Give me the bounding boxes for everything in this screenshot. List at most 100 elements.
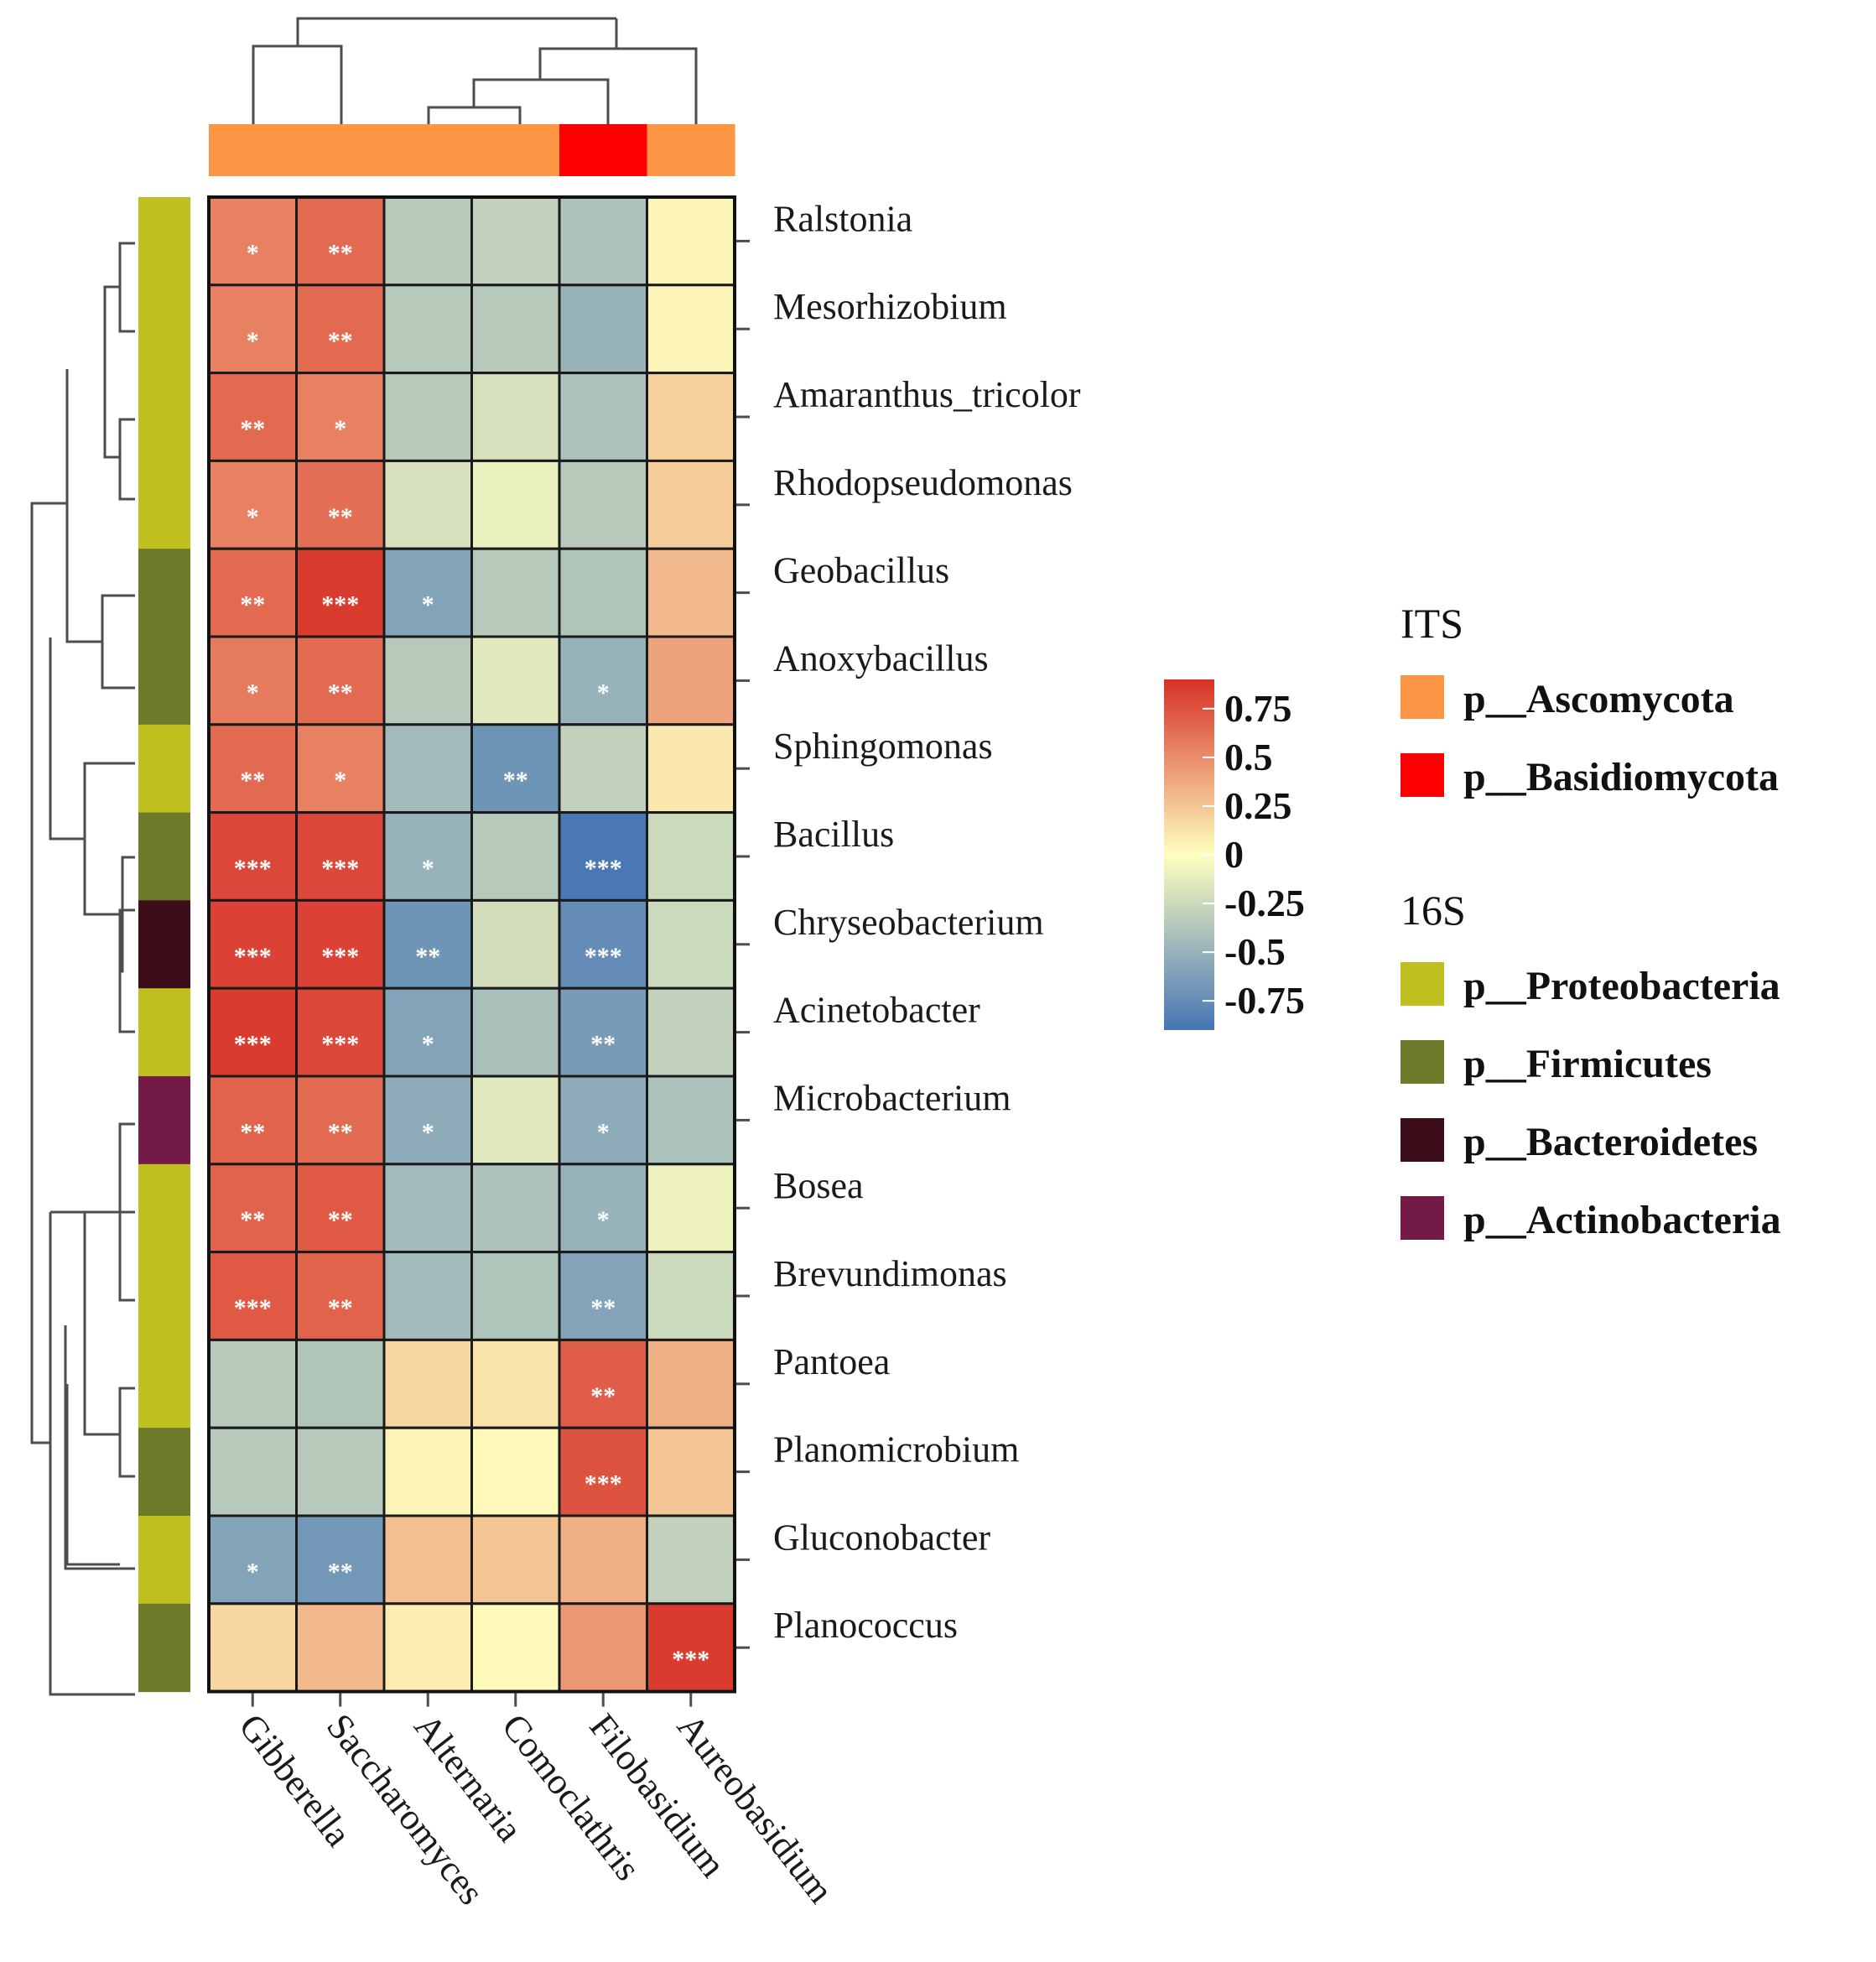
heatmap-border xyxy=(207,195,736,1694)
significance-label: ** xyxy=(590,1031,616,1059)
row-dendrogram xyxy=(30,242,135,1696)
heatmap-cell xyxy=(646,898,736,990)
legend-swatch xyxy=(1401,753,1444,797)
significance-label: * xyxy=(247,1558,259,1585)
legend-item-label: p__Ascomycota xyxy=(1463,677,1734,721)
column-phylum-cell xyxy=(471,124,560,176)
significance-label: *** xyxy=(585,943,622,971)
column-phylum-cell xyxy=(209,124,298,176)
row-phylum-cell xyxy=(138,1252,190,1340)
column-phylum-cell xyxy=(384,124,473,176)
significance-label: *** xyxy=(672,1646,709,1673)
heatmap-cell xyxy=(646,811,736,902)
significance-label: * xyxy=(247,239,259,267)
legend-swatch xyxy=(1401,1118,1444,1162)
heatmap-cell xyxy=(295,1338,386,1429)
row-label: Geobacillus xyxy=(773,550,949,591)
significance-label: ** xyxy=(415,943,440,971)
row-label: Ralstonia xyxy=(773,198,912,239)
heatmap-cell xyxy=(207,1338,298,1429)
row-label: Acinetobacter xyxy=(773,990,980,1031)
row-label: Chryseobacterium xyxy=(773,902,1044,943)
significance-label: *** xyxy=(321,943,359,971)
legend-swatch xyxy=(1401,962,1444,1006)
heatmap-cell xyxy=(646,1163,736,1254)
significance-label: * xyxy=(597,1206,610,1234)
heatmap-cell xyxy=(558,1602,648,1694)
significance-label: * xyxy=(247,503,259,531)
significance-label: ** xyxy=(590,1382,616,1410)
row-label: Planomicrobium xyxy=(773,1429,1019,1470)
heatmap-cell xyxy=(295,372,386,462)
heatmap-cell xyxy=(470,1514,561,1606)
significance-label: ** xyxy=(328,679,353,706)
significance-label: * xyxy=(334,415,346,443)
heatmap-cell xyxy=(646,372,736,462)
row-label: Pantoea xyxy=(773,1341,890,1382)
heatmap-cell xyxy=(646,284,736,375)
heatmap-cell xyxy=(382,1426,473,1517)
legend-group-title: 16S xyxy=(1401,887,1466,934)
heatmap-cell xyxy=(558,635,648,726)
row-phylum-cell xyxy=(138,637,190,726)
row-phylum-cell xyxy=(138,284,190,374)
column-phylum-cell xyxy=(296,124,385,176)
significance-label: ** xyxy=(240,1206,265,1234)
heatmap-cell xyxy=(295,459,386,550)
heatmap-cell xyxy=(382,635,473,726)
heatmap-cell xyxy=(207,1514,298,1606)
significance-label: *** xyxy=(234,943,272,971)
row-label: Bacillus xyxy=(773,814,894,855)
row-phylum-cell xyxy=(138,900,190,989)
legend-item-label: p__Firmicutes xyxy=(1463,1042,1712,1086)
color-scale-label: 0 xyxy=(1224,833,1244,876)
heatmap-cell xyxy=(646,723,736,814)
heatmap-cell xyxy=(295,547,386,638)
legend-item-label: p__Proteobacteria xyxy=(1463,964,1780,1008)
legend-item-label: p__Bacteroidetes xyxy=(1463,1120,1758,1164)
significance-label: * xyxy=(597,1118,610,1146)
heatmap-cell xyxy=(558,547,648,638)
heatmap-cell xyxy=(470,1602,561,1694)
column-phylum-cell xyxy=(647,124,735,176)
heatmap-cell xyxy=(382,986,473,1078)
color-scale-label: -0.25 xyxy=(1224,882,1305,924)
row-phylum-cell xyxy=(138,1603,190,1693)
heatmap-cell xyxy=(382,723,473,814)
significance-label: * xyxy=(422,1118,434,1146)
significance-label: ** xyxy=(328,503,353,531)
legend-swatch xyxy=(1401,1040,1444,1084)
heatmap-cell xyxy=(470,723,561,814)
heatmap-cell xyxy=(207,1251,298,1341)
significance-label: *** xyxy=(585,855,622,882)
heatmap-cell xyxy=(470,986,561,1078)
heatmap-cell xyxy=(382,1514,473,1606)
heatmap-cell xyxy=(470,1075,561,1166)
heatmap-cell xyxy=(470,811,561,902)
heatmap-cell xyxy=(295,1426,386,1517)
row-label: Gluconobacter xyxy=(773,1517,990,1558)
row-phylum-cell xyxy=(138,197,190,286)
row-phylum-cell xyxy=(138,988,190,1077)
heatmap-cell xyxy=(646,1426,736,1517)
heatmap-cell xyxy=(295,811,386,902)
heatmap-cell xyxy=(646,1338,736,1429)
heatmap-cell xyxy=(470,1338,561,1429)
significance-label: * xyxy=(422,855,434,882)
row-phylum-cell xyxy=(138,461,190,549)
heatmap-cell xyxy=(382,811,473,902)
significance-label: ** xyxy=(590,1294,616,1322)
heatmap-cell xyxy=(646,195,736,287)
row-label: Sphingomonas xyxy=(773,726,993,767)
heatmap-cell xyxy=(558,372,648,462)
row-phylum-cell xyxy=(138,812,190,901)
row-phylum-cell xyxy=(138,1340,190,1429)
significance-label: ** xyxy=(503,767,528,794)
heatmap-cell xyxy=(382,372,473,462)
significance-label: * xyxy=(247,327,259,355)
significance-label: ** xyxy=(328,1558,353,1585)
heatmap-cell xyxy=(295,898,386,990)
legend-item-label: p__Basidiomycota xyxy=(1463,755,1779,799)
heatmap-cell xyxy=(207,1602,298,1694)
